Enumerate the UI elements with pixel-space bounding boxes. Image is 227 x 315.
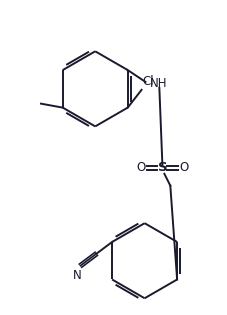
Text: O: O: [136, 161, 145, 175]
Text: Cl: Cl: [142, 75, 153, 88]
Text: S: S: [157, 161, 166, 175]
Text: O: O: [179, 161, 188, 175]
Text: NH: NH: [149, 77, 166, 90]
Text: N: N: [73, 269, 81, 282]
